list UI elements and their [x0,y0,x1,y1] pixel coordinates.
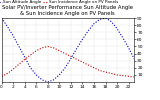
Sun Altitude Angle [18,46,20,47]
Sun Incidence Angle on PV Panels [58,50,60,51]
Sun Incidence Angle on PV Panels [53,47,55,48]
Sun Altitude Angle [99,19,101,20]
Line: Sun Altitude Angle: Sun Altitude Angle [2,18,134,82]
Sun Incidence Angle on PV Panels [1,76,3,77]
Sun Incidence Angle on PV Panels [76,59,78,60]
Sun Altitude Angle [87,30,89,31]
Sun Incidence Angle on PV Panels [18,64,20,65]
Sun Altitude Angle [70,58,72,59]
Sun Altitude Angle [122,37,124,38]
Sun Incidence Angle on PV Panels [116,74,118,76]
Sun Incidence Angle on PV Panels [64,53,66,54]
Sun Incidence Angle on PV Panels [29,54,31,56]
Sun Altitude Angle [24,56,26,58]
Sun Incidence Angle on PV Panels [110,73,112,74]
Sun Incidence Angle on PV Panels [81,62,83,63]
Line: Sun Incidence Angle on PV Panels: Sun Incidence Angle on PV Panels [2,46,134,77]
Sun Altitude Angle [35,74,37,76]
Sun Altitude Angle [58,74,60,76]
Sun Incidence Angle on PV Panels [93,67,95,68]
Sun Altitude Angle [110,21,112,22]
Sun Altitude Angle [93,23,95,24]
Sun Incidence Angle on PV Panels [47,46,49,47]
Sun Altitude Angle [41,79,43,80]
Sun Incidence Angle on PV Panels [12,69,14,70]
Legend: Sun Altitude Angle, Sun Incidence Angle on PV Panels: Sun Altitude Angle, Sun Incidence Angle … [0,0,119,5]
Sun Incidence Angle on PV Panels [128,76,130,77]
Sun Altitude Angle [12,35,14,36]
Sun Incidence Angle on PV Panels [133,76,135,78]
Sun Altitude Angle [53,79,55,80]
Sun Altitude Angle [105,17,107,19]
Sun Altitude Angle [116,28,118,29]
Sun Incidence Angle on PV Panels [24,59,26,60]
Sun Incidence Angle on PV Panels [41,47,43,48]
Sun Altitude Angle [29,67,31,68]
Sun Altitude Angle [128,47,130,48]
Sun Altitude Angle [76,48,78,49]
Sun Incidence Angle on PV Panels [70,56,72,57]
Sun Altitude Angle [133,59,135,60]
Sun Incidence Angle on PV Panels [99,70,101,71]
Sun Incidence Angle on PV Panels [105,71,107,73]
Sun Altitude Angle [1,17,3,19]
Sun Incidence Angle on PV Panels [122,75,124,76]
Sun Incidence Angle on PV Panels [35,50,37,51]
Sun Altitude Angle [6,26,8,27]
Sun Altitude Angle [47,81,49,83]
Sun Incidence Angle on PV Panels [6,73,8,74]
Sun Altitude Angle [81,39,83,40]
Sun Altitude Angle [64,67,66,68]
Sun Incidence Angle on PV Panels [87,64,89,66]
Text: Solar PV/Inverter Performance Sun Altitude Angle & Sun Incidence Angle on PV Pan: Solar PV/Inverter Performance Sun Altitu… [2,5,133,16]
